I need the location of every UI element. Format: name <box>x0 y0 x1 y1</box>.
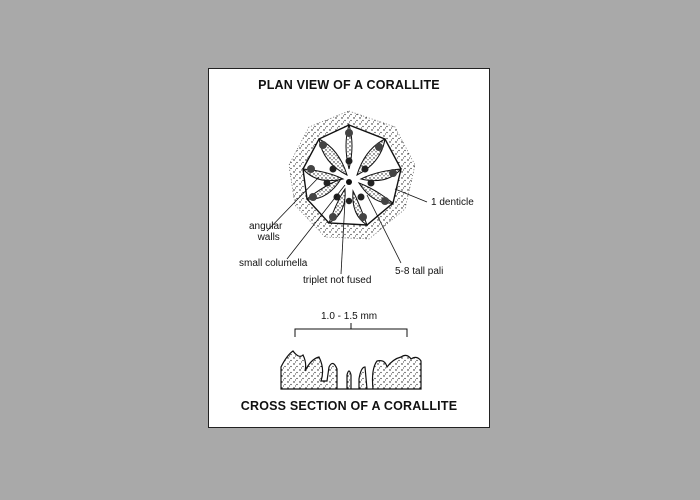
label-small-columella: small columella <box>239 258 308 269</box>
label-triplet-not-fused: triplet not fused <box>303 275 372 286</box>
label-denticle: 1 denticle <box>431 197 474 208</box>
cross-section-profile <box>280 350 422 390</box>
cross-section-title: CROSS SECTION OF A CORALLITE <box>240 399 458 413</box>
columella <box>346 179 352 185</box>
denticles <box>307 129 397 221</box>
plan-view-corallite <box>288 110 416 240</box>
plan-view-title: PLAN VIEW OF A CORALLITE <box>258 78 440 92</box>
label-scale: 1.0 - 1.5 mm <box>321 311 378 322</box>
diagram-panel: PLAN VIEW OF A CORALLITE <box>208 68 490 428</box>
leader-lines <box>266 176 428 275</box>
label-angular-walls-line1: angular <box>249 221 283 232</box>
label-angular-walls-line2: walls <box>257 232 280 243</box>
pali <box>323 157 375 205</box>
scale-bracket <box>294 323 408 337</box>
corallite-illustration <box>266 110 428 390</box>
label-tall-pali: 5-8 tall pali <box>395 266 444 277</box>
label-angular-walls: angular walls <box>249 221 282 243</box>
